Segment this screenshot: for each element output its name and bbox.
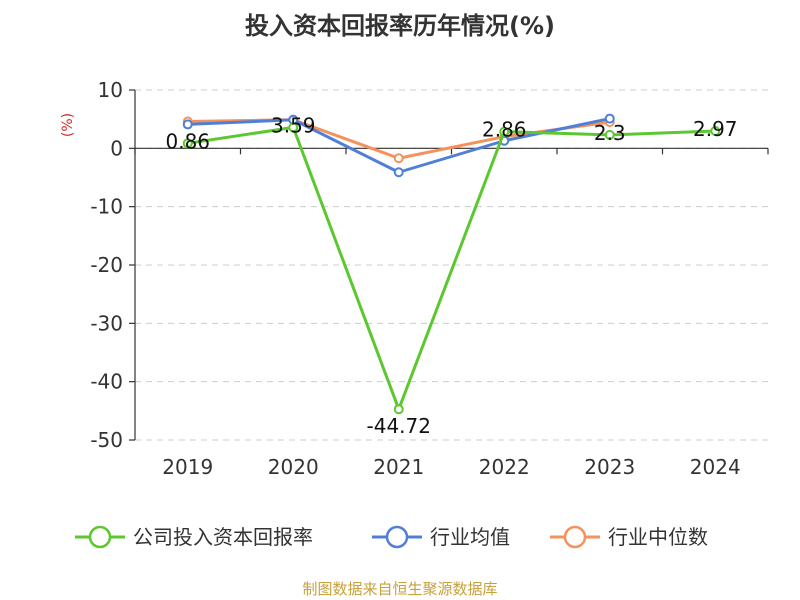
y-tick-label: -50 [90,428,123,452]
data-label: 2.86 [482,118,527,142]
x-tick-label: 2020 [268,455,319,479]
series-line [187,117,611,174]
data-point [604,113,615,124]
data-label: 0.86 [165,129,210,153]
data-point [710,126,721,137]
x-tick-label: 2023 [584,455,635,479]
y-tick-label: -40 [90,370,123,394]
legend-marker [563,525,587,549]
y-axis-unit-label: (%) [60,113,76,137]
y-tick-label: -20 [90,253,123,277]
data-label: 3.59 [271,113,316,137]
source-note: 制图数据来自恒生聚源数据库 [302,580,498,598]
axes: 10 0 -10 -20 -30 -40 -50 (%) 2019 2020 2021 2022 202… [60,78,769,479]
legend-item[interactable]: 行业均值 [372,525,510,549]
series-line [187,118,610,160]
y-tick-label: 0 [110,136,123,160]
data-label: 2.97 [693,117,738,141]
x-tick-label: 2022 [479,455,530,479]
data-point [499,126,510,137]
data-point [288,122,299,133]
legend-item[interactable]: 行业中位数 [550,525,708,549]
data-point [393,404,404,415]
x-tick-label: 2019 [162,455,213,479]
data-labels: 0.86 3.59 -44.72 2.86 2.3 2.97 [165,113,737,438]
grid-lines [135,89,768,441]
data-label: -44.72 [367,414,431,438]
legend: 公司投入资本回报率 行业均值 行业中位数 [75,525,708,549]
y-tick-label: -30 [90,311,123,335]
legend-item[interactable]: 公司投入资本回报率 [75,525,313,549]
legend-marker [88,525,112,549]
data-point [182,119,193,130]
series-lines [182,113,721,415]
data-point [393,167,404,178]
y-tick-label: -10 [90,195,123,219]
x-tick-label: 2021 [373,455,424,479]
legend-marker [385,525,409,549]
legend-label: 行业中位数 [608,525,708,549]
legend-label: 行业均值 [430,525,510,549]
y-tick-label: 10 [98,78,123,102]
data-point [182,138,193,149]
x-tick-label: 2024 [690,455,741,479]
chart-title: 投入资本回报率历年情况(%) [245,12,555,40]
series-line [187,125,716,411]
data-point [604,129,615,140]
data-point [393,153,404,164]
legend-label: 公司投入资本回报率 [133,525,313,549]
data-label: 2.3 [594,121,626,145]
